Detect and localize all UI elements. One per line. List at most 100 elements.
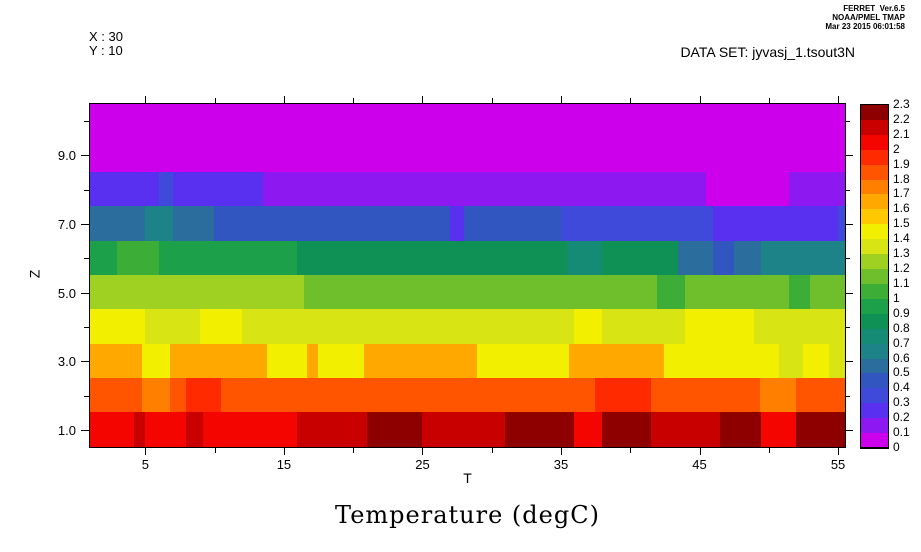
heatmap-cell	[719, 412, 763, 447]
heatmap-cell	[712, 240, 735, 276]
heatmap-cell	[142, 377, 171, 414]
x-axis-top-tick	[145, 96, 147, 104]
heatmap-cell	[297, 240, 569, 276]
heatmap-cell	[761, 240, 845, 276]
y-tick-label: 7.0	[57, 217, 76, 233]
heatmap-cell	[133, 412, 146, 447]
colorbar-cell	[861, 194, 888, 211]
colorbar-cell	[861, 269, 888, 285]
y-coordinate-readout: Y : 10	[89, 43, 123, 58]
x-axis-top-tick	[283, 96, 285, 104]
y-axis-tick	[81, 155, 89, 157]
x-axis-tick	[491, 447, 493, 453]
heatmap-cell	[172, 172, 264, 208]
heatmap-cell	[602, 412, 652, 447]
colorbar-cell	[861, 328, 888, 345]
colorbar-cell	[861, 134, 888, 151]
heatmap-cell	[733, 240, 763, 276]
colorbar-tick-label: 0.4	[893, 380, 910, 395]
colorbar-tick-label: 0.2	[893, 410, 910, 425]
heatmap-cell	[664, 343, 781, 379]
heatmap-cell	[560, 206, 714, 242]
colorbar-tick-label: 2	[893, 141, 900, 156]
colorbar-cell	[861, 388, 888, 405]
y-axis-tick	[81, 361, 89, 363]
x-tick-label: 15	[276, 457, 292, 472]
heatmap-cell	[829, 343, 845, 379]
x-axis-tick	[561, 447, 562, 455]
x-axis-tick	[768, 447, 770, 453]
x-axis-top-tick	[214, 98, 216, 104]
colorbar-tick-label: 1.1	[893, 275, 910, 290]
y-axis-tick	[81, 429, 89, 431]
heatmap-cell	[568, 343, 666, 379]
y-tick-label: 1.0	[57, 422, 76, 438]
heatmap-cell	[574, 412, 604, 447]
y-axis-title: Z	[26, 269, 43, 279]
colorbar-tick-label: 0.7	[893, 335, 910, 350]
heatmap-cell	[117, 240, 160, 276]
heatmap-cell	[705, 172, 791, 208]
x-axis-top-tick	[630, 98, 632, 104]
colorbar-cell	[861, 149, 888, 166]
y-axis-right-tick	[845, 361, 853, 363]
y-axis-right-tick	[845, 292, 853, 294]
x-axis-top-tick	[699, 96, 701, 104]
x-axis-title: T	[463, 470, 472, 486]
y-axis-right-tick	[845, 189, 850, 191]
y-axis-right-tick	[845, 326, 850, 328]
heatmap-cell	[90, 412, 135, 447]
colorbar-tick-label: 1.9	[893, 156, 910, 171]
heatmap-cell	[779, 343, 804, 379]
heatmap-plot-area	[89, 103, 846, 448]
heatmap-cell	[117, 275, 306, 311]
heatmap-cell	[685, 309, 756, 345]
y-tick-label: 5.0	[57, 285, 76, 301]
heatmap-cells	[90, 104, 845, 447]
y-axis-tick	[84, 258, 89, 260]
x-axis-tick	[214, 447, 216, 453]
colorbar-tick-label: 1.8	[893, 171, 910, 186]
heatmap-cell	[90, 137, 845, 174]
colorbar-tick-label: 2.1	[893, 126, 910, 141]
colorbar-cell	[861, 403, 888, 420]
heatmap-cell	[657, 275, 687, 311]
x-axis-tick	[422, 447, 424, 455]
colorbar-cell	[861, 373, 888, 390]
heatmap-cell	[169, 377, 188, 414]
heatmap-cell	[169, 343, 268, 379]
heatmap-cell	[200, 309, 243, 345]
colorbar-tick-label: 1	[893, 290, 900, 305]
heatmap-cell	[602, 309, 687, 345]
heatmap-cell	[595, 377, 652, 414]
heatmap-cell	[567, 240, 604, 276]
heatmap-cell	[241, 309, 576, 345]
heatmap-cell	[650, 377, 761, 414]
ferret-version-text: FERRET Ver.6.5	[843, 4, 905, 13]
heatmap-cell	[90, 275, 119, 311]
noaa-pmel-text: NOAA/PMEL TMAP	[832, 13, 905, 22]
heatmap-cell	[796, 412, 845, 447]
colorbar-cell	[861, 239, 888, 256]
heatmap-cell	[366, 412, 423, 447]
heatmap-cell	[90, 309, 146, 345]
heatmap-cell	[809, 275, 845, 311]
y-axis-tick	[81, 292, 89, 294]
x-tick-label: 45	[692, 457, 707, 472]
y-axis-tick	[84, 189, 89, 191]
y-axis-right-tick	[845, 224, 853, 226]
colorbar	[860, 104, 889, 449]
x-axis-top-tick	[491, 98, 493, 104]
y-axis-tick	[84, 326, 89, 328]
colorbar-tick-label: 2.2	[893, 111, 910, 126]
x-axis-tick	[145, 447, 147, 455]
colorbar-tick-label: 0	[893, 440, 900, 454]
heatmap-cell	[477, 412, 507, 447]
heatmap-cell	[172, 206, 216, 242]
x-axis-tick	[630, 447, 632, 453]
colorbar-cell	[861, 254, 888, 271]
heatmap-cell	[262, 172, 707, 208]
heatmap-cell	[477, 343, 570, 379]
heatmap-cell	[297, 412, 368, 447]
heatmap-cell	[449, 206, 465, 242]
